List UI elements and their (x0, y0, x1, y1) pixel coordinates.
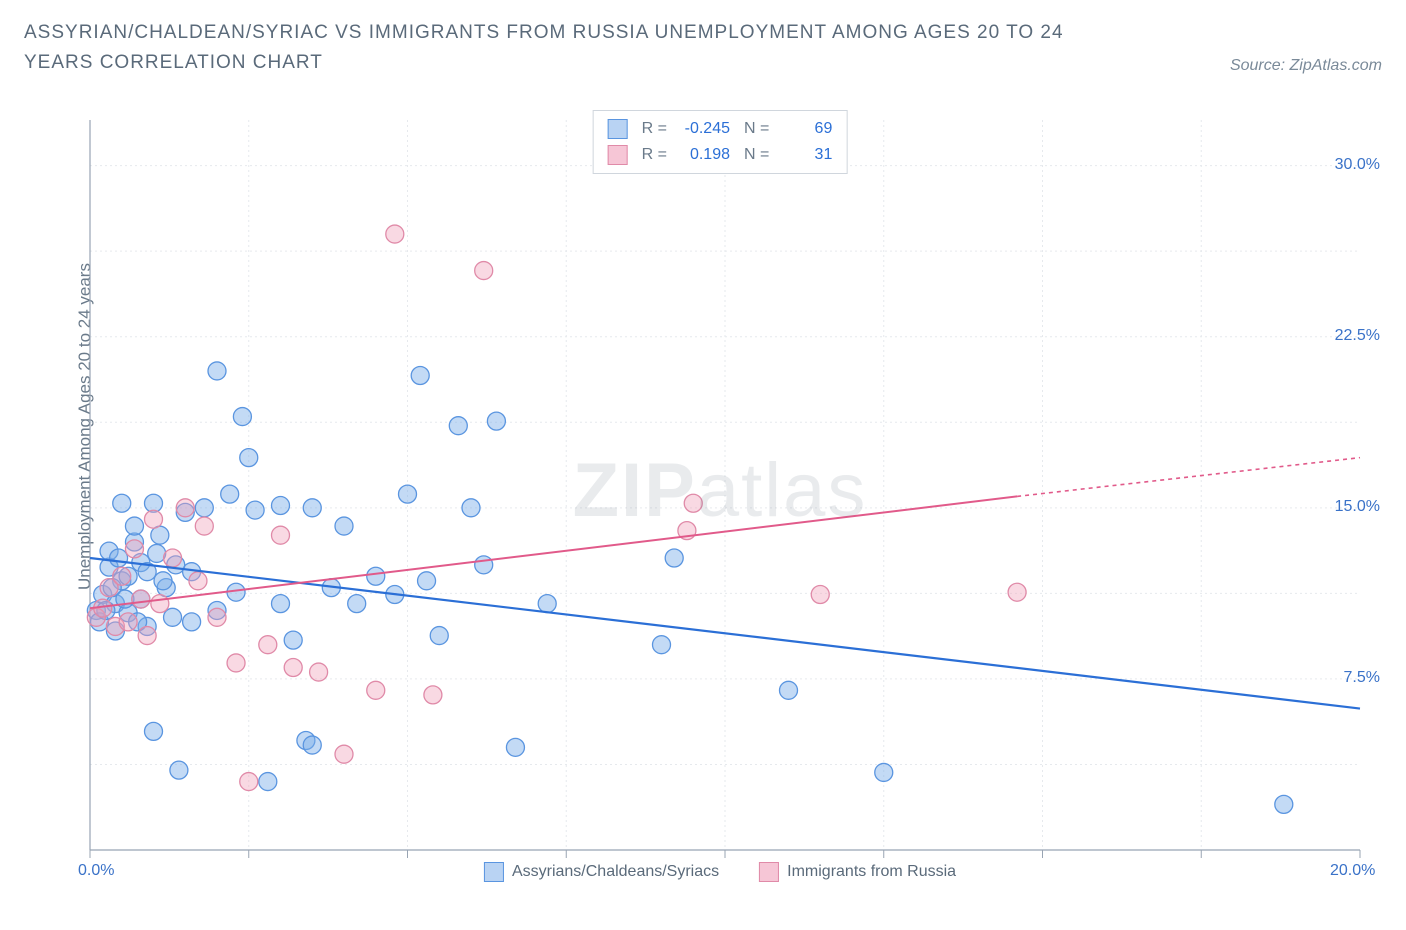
legend-swatch-blue (484, 862, 504, 882)
data-point (113, 494, 131, 512)
data-point (151, 526, 169, 544)
data-point (335, 517, 353, 535)
y-tick-label: 30.0% (1335, 156, 1380, 174)
data-point (189, 572, 207, 590)
data-point (113, 567, 131, 585)
y-tick-label: 7.5% (1344, 669, 1380, 687)
legend-swatch-2 (608, 145, 628, 165)
data-point (138, 627, 156, 645)
data-point (310, 663, 328, 681)
data-point (110, 549, 128, 567)
data-point (284, 631, 302, 649)
legend-label: Assyrians/Chaldeans/Syriacs (512, 863, 719, 881)
data-point (125, 517, 143, 535)
data-point (272, 595, 290, 613)
data-point (176, 499, 194, 517)
data-point (164, 549, 182, 567)
data-point (170, 761, 188, 779)
data-point (145, 510, 163, 528)
data-point (538, 595, 556, 613)
data-point (233, 408, 251, 426)
data-point (259, 636, 277, 654)
data-point (272, 497, 290, 515)
data-point (1275, 795, 1293, 813)
data-point (487, 412, 505, 430)
trend-line (90, 496, 1017, 608)
data-point (418, 572, 436, 590)
data-point (164, 608, 182, 626)
y-tick-label: 15.0% (1335, 498, 1380, 516)
legend-label: Immigrants from Russia (787, 863, 956, 881)
data-point (119, 613, 137, 631)
data-point (145, 722, 163, 740)
r-value: 0.198 (675, 146, 730, 164)
chart-title: ASSYRIAN/CHALDEAN/SYRIAC VS IMMIGRANTS F… (24, 18, 1124, 79)
legend-swatch-pink (759, 862, 779, 882)
data-point (411, 367, 429, 385)
data-point (125, 540, 143, 558)
data-point (145, 494, 163, 512)
r-label: R = (642, 120, 667, 138)
data-point (875, 763, 893, 781)
legend-series: Assyrians/Chaldeans/Syriacs Immigrants f… (484, 862, 956, 882)
r-value: -0.245 (675, 120, 730, 138)
data-point (348, 595, 366, 613)
data-point (272, 526, 290, 544)
data-point (227, 654, 245, 672)
chart-source: Source: ZipAtlas.com (1230, 57, 1382, 79)
data-point (665, 549, 683, 567)
data-point (132, 590, 150, 608)
n-label: N = (744, 120, 769, 138)
data-point (303, 499, 321, 517)
n-value: 31 (777, 146, 832, 164)
data-point (259, 773, 277, 791)
data-point (246, 501, 264, 519)
data-point (653, 636, 671, 654)
data-point (780, 681, 798, 699)
data-point (284, 659, 302, 677)
legend-stats: R = -0.245 N = 69 R = 0.198 N = 31 (593, 110, 848, 174)
data-point (240, 773, 258, 791)
data-point (221, 485, 239, 503)
legend-swatch-1 (608, 119, 628, 139)
data-point (195, 517, 213, 535)
data-point (1008, 583, 1026, 601)
scatter-plot (60, 110, 1380, 880)
data-point (684, 494, 702, 512)
data-point (475, 556, 493, 574)
n-value: 69 (777, 120, 832, 138)
data-point (424, 686, 442, 704)
data-point (148, 544, 166, 562)
data-point (335, 745, 353, 763)
data-point (151, 595, 169, 613)
data-point (367, 567, 385, 585)
trend-line-extrapolated (1017, 458, 1360, 497)
data-point (475, 262, 493, 280)
data-point (399, 485, 417, 503)
data-point (449, 417, 467, 435)
data-point (208, 608, 226, 626)
data-point (430, 627, 448, 645)
data-point (303, 736, 321, 754)
data-point (367, 681, 385, 699)
data-point (506, 738, 524, 756)
data-point (240, 449, 258, 467)
r-label: R = (642, 146, 667, 164)
data-point (208, 362, 226, 380)
data-point (195, 499, 213, 517)
data-point (811, 586, 829, 604)
data-point (462, 499, 480, 517)
x-tick-label: 0.0% (78, 862, 114, 880)
data-point (183, 613, 201, 631)
x-tick-label: 20.0% (1330, 862, 1375, 880)
data-point (154, 572, 172, 590)
n-label: N = (744, 146, 769, 164)
y-tick-label: 22.5% (1335, 327, 1380, 345)
data-point (386, 225, 404, 243)
